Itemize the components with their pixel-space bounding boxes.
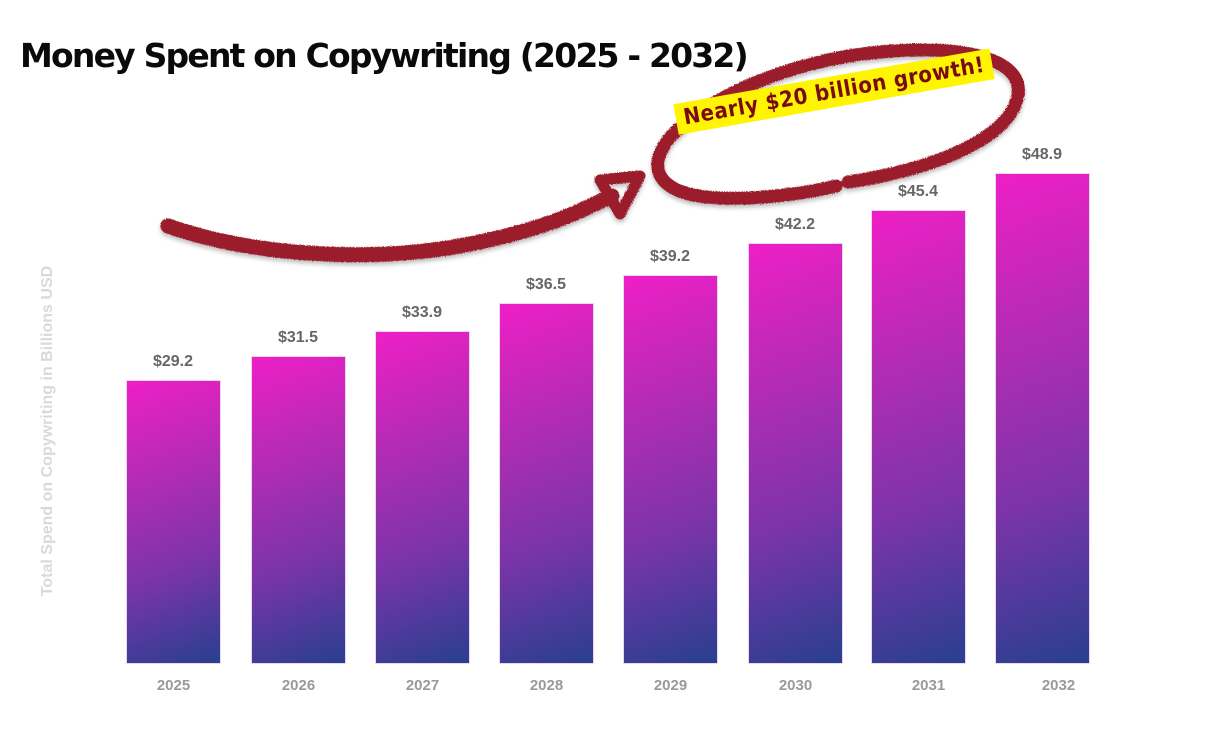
value-label: $33.9 [401, 304, 443, 321]
x-tick-label: 2031 [911, 677, 946, 694]
bar-2029 [624, 276, 717, 663]
x-tick-label: 2028 [529, 677, 564, 694]
bar-2028 [500, 304, 593, 663]
value-label: $36.5 [525, 276, 567, 293]
bar-2030 [749, 244, 842, 663]
circle-highlight-icon [651, 43, 1025, 205]
bar-2032 [996, 174, 1089, 663]
value-label: $39.2 [649, 248, 691, 265]
x-tick-label: 2027 [405, 677, 440, 694]
value-label: $45.4 [897, 183, 939, 200]
bar-2031 [872, 211, 965, 663]
chart-title: Money Spent on Copywriting (2025 - 2032) [20, 36, 749, 75]
value-label: $29.2 [152, 353, 194, 370]
value-label: $31.5 [277, 329, 319, 346]
value-label: $42.2 [774, 216, 816, 233]
x-tick-label: 2026 [281, 677, 316, 694]
x-tick-label: 2029 [653, 677, 688, 694]
value-label: $48.9 [1021, 146, 1063, 163]
x-tick-label: 2025 [156, 677, 191, 694]
bar-2027 [376, 332, 469, 663]
x-tick-label: 2030 [778, 677, 813, 694]
x-tick-label: 2032 [1041, 677, 1076, 694]
bar-2026 [252, 357, 345, 663]
arrow-icon [160, 188, 620, 263]
bar-2025 [127, 381, 220, 663]
